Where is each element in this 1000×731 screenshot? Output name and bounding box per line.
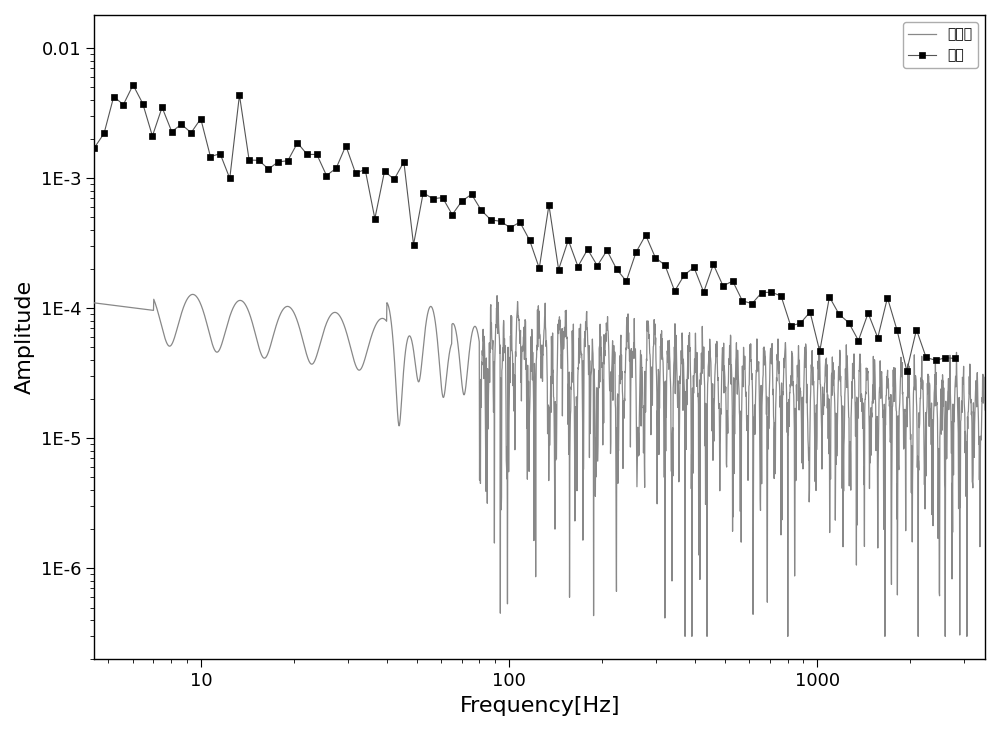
不稳 [833,310,845,319]
不稳 [214,149,226,158]
Legend: 稳功率, 不稳: 稳功率, 不稳 [903,22,978,68]
稳功率 [469,322,481,330]
X-axis label: Frequency[Hz]: Frequency[Hz] [459,696,620,716]
不稳 [949,354,961,363]
稳功率 [866,397,878,406]
不稳 [698,288,710,297]
Y-axis label: Amplitude: Amplitude [15,280,35,394]
不稳 [930,356,942,365]
稳功率 [430,325,442,333]
不稳 [88,143,100,152]
Line: 不稳: 不稳 [91,81,959,374]
不稳 [127,80,139,89]
不稳 [814,347,826,356]
稳功率 [243,308,255,317]
稳功率 [88,298,100,307]
稳功率 [679,632,691,641]
不稳 [359,165,371,174]
稳功率 [187,290,199,299]
不稳 [901,366,913,375]
Line: 稳功率: 稳功率 [94,295,985,637]
稳功率 [979,406,991,414]
稳功率 [190,292,202,300]
稳功率 [962,408,974,417]
